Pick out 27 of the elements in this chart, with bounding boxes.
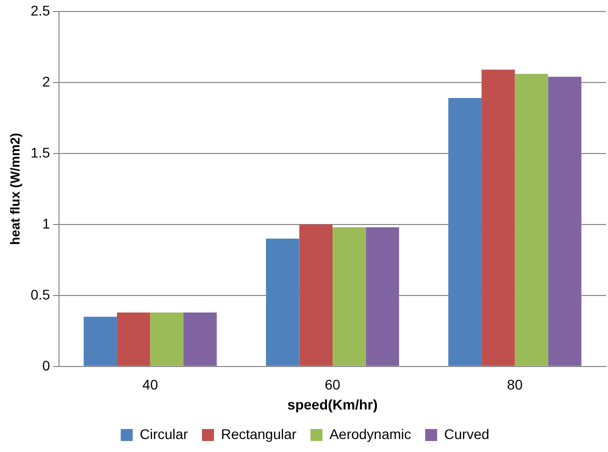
bar [366,227,400,366]
bar [514,74,548,366]
bar [84,316,117,366]
bar [448,98,482,366]
legend-label: Rectangular [220,426,297,442]
y-tick-label: 2 [42,73,50,90]
y-axis-title: heat flux (W/mm2) [7,132,22,245]
x-tick-label: 40 [142,376,158,393]
bar [332,227,366,366]
y-tick-label: 2.5 [30,2,50,18]
bar [299,224,333,366]
legend-label: Curved [444,426,490,442]
y-tick-label: 0.5 [30,286,50,302]
bar [183,312,217,366]
bar [482,70,515,366]
y-tick-label: 1.5 [30,144,50,160]
legend-label: Aerodynamic [329,426,412,442]
y-tick-label: 0 [42,357,50,374]
y-tick-label: 1 [42,215,50,232]
bar [266,238,300,366]
bar [116,312,150,366]
bar [150,312,184,366]
legend-label: Circular [140,426,188,442]
x-tick-label: 60 [324,376,341,393]
x-tick-label: 80 [507,376,523,393]
x-axis-title: speed(Km/hr) [287,396,378,412]
bar [548,76,582,366]
